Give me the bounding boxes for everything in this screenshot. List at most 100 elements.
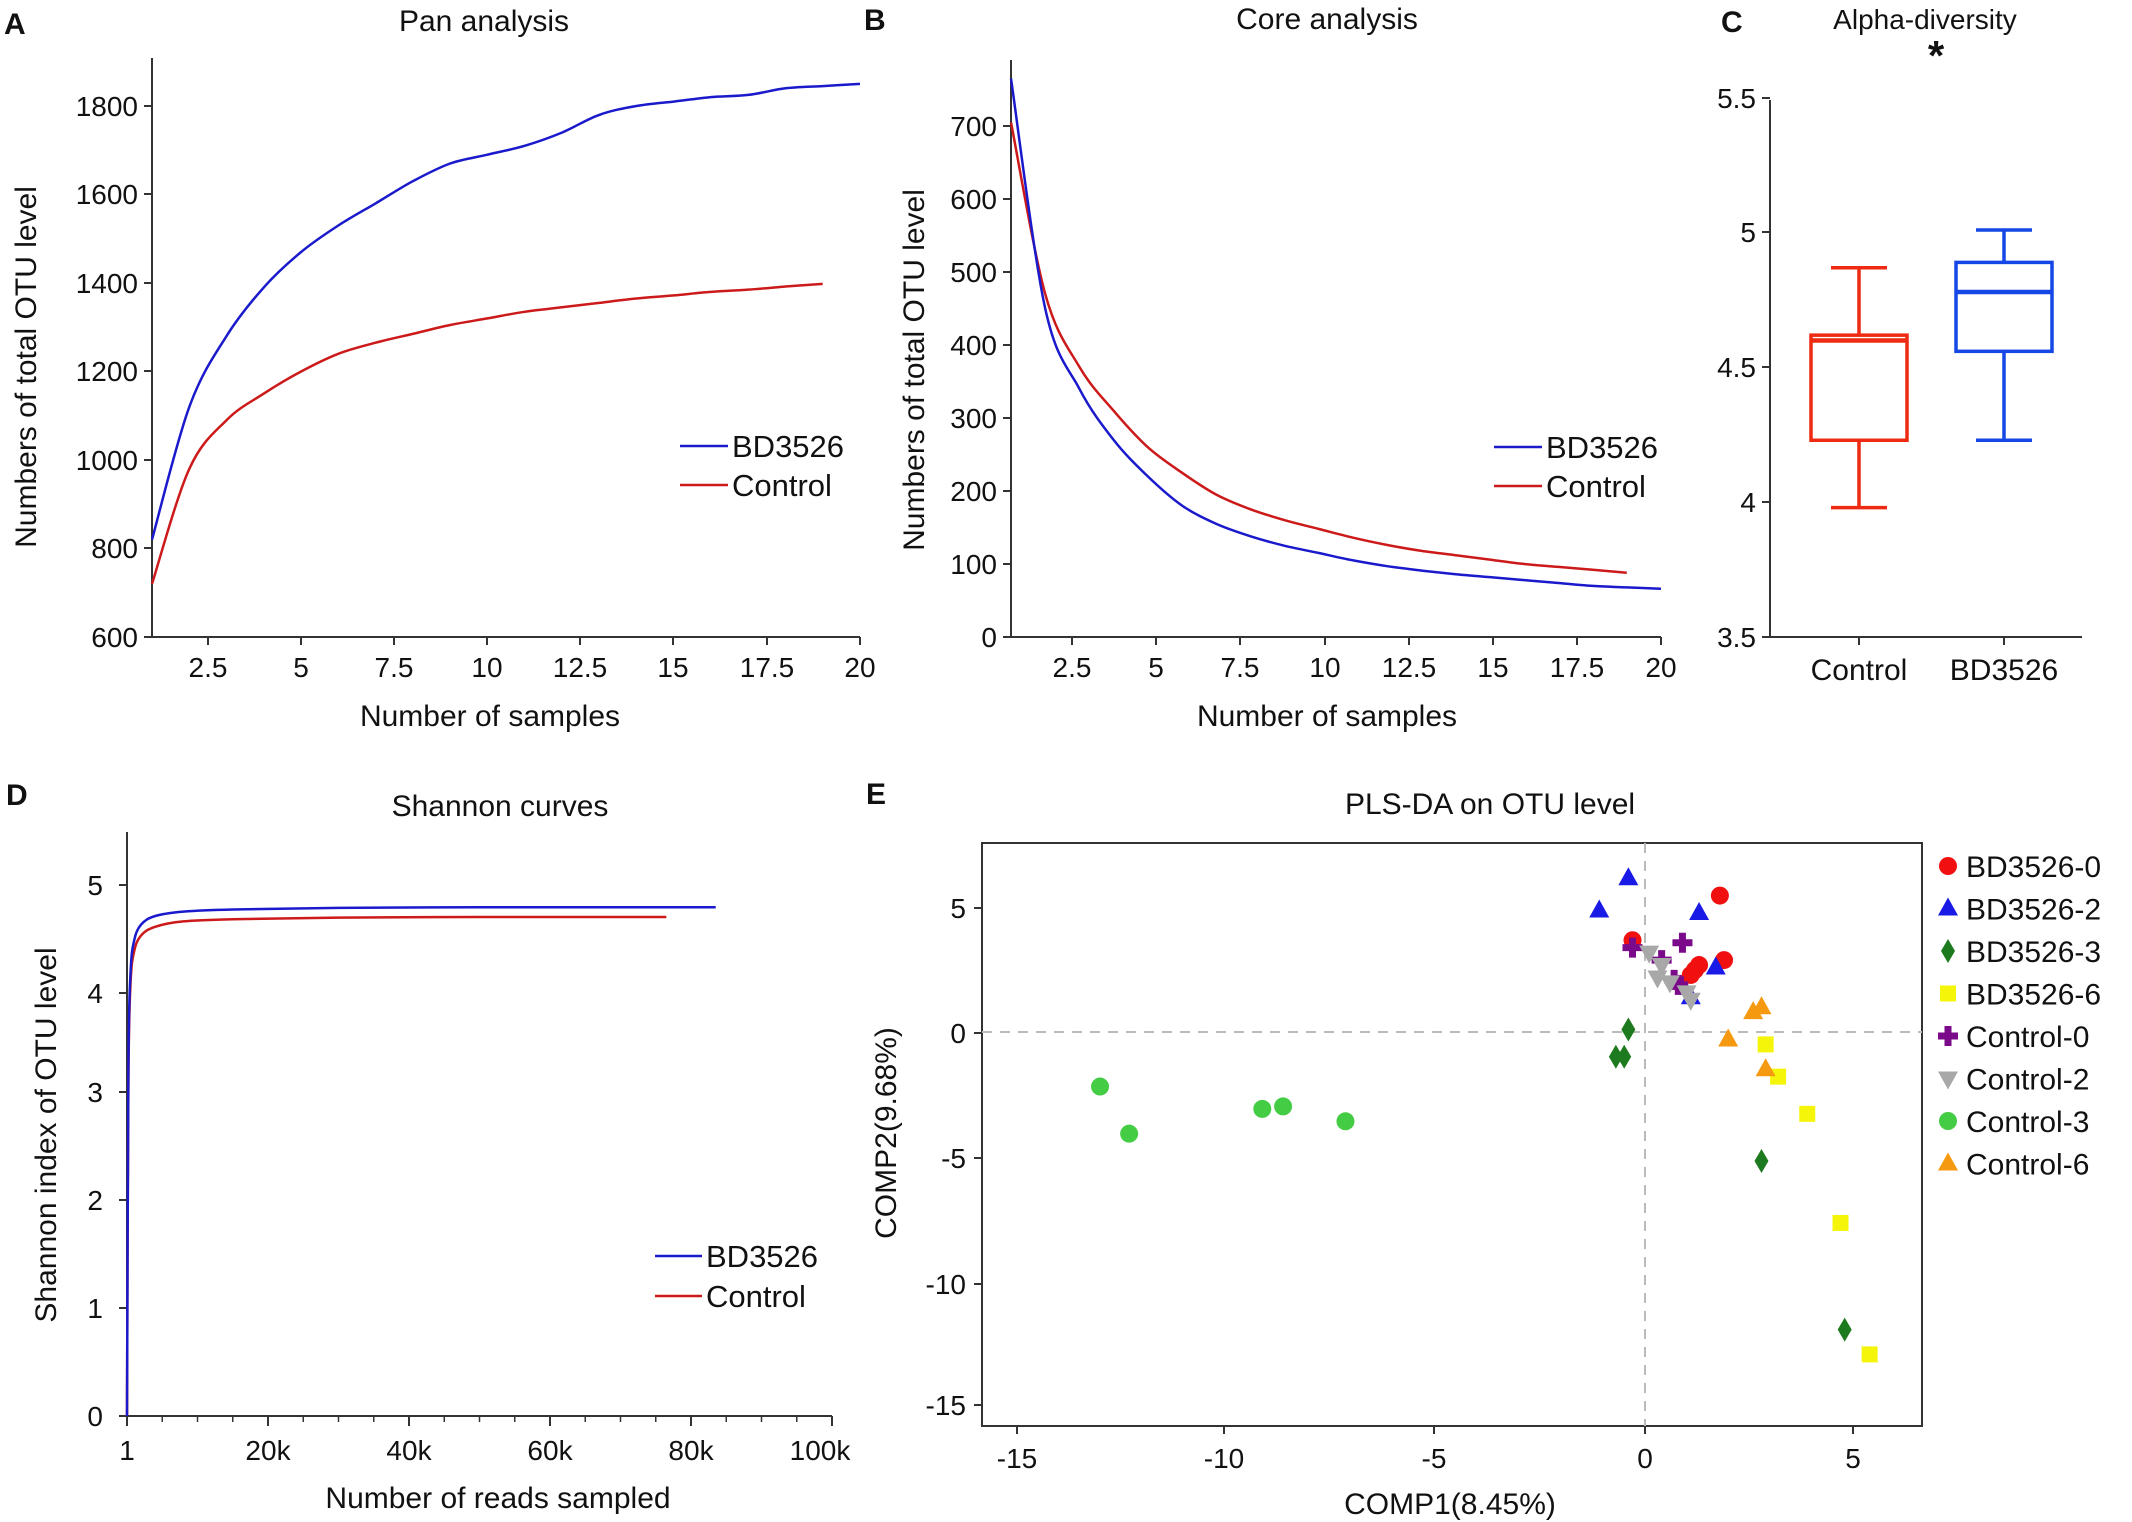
panel-d-ytick: 4 [87,978,127,1009]
panel-b-legend: BD3526 Control [1494,430,1658,504]
panel-a-ytick: 800 [91,533,152,564]
panel-c-y-ticks: 3.5 4 4.5 5 5.5 [1717,83,1770,653]
scatter-point-bd3526-3 [1621,1017,1636,1042]
panel-a-legend: BD3526 Control [680,429,844,503]
panel-b-xtick: 12.5 [1382,637,1437,683]
panel-d-ytick: 2 [87,1185,127,1216]
panel-d-xtick: 1 [119,1416,135,1466]
panel-e-ytick: 5 [950,893,982,924]
panel-a-xtick: 2.5 [189,637,227,683]
scatter-point-bd3526-6 [1770,1068,1787,1085]
svg-text:1400: 1400 [76,268,138,299]
panel-e: E PLS-DA on OTU level -15 -10 -5 0 5 -15… [866,778,2101,1521]
scatter-point-bd3526-3 [1617,1044,1632,1069]
svg-text:100: 100 [950,549,997,580]
panel-e-ytick: -5 [941,1143,982,1174]
svg-text:5: 5 [950,893,966,924]
panel-c-ytick: 4 [1740,487,1770,518]
svg-text:1000: 1000 [76,445,138,476]
panel-e-y-ticks: -15 -10 -5 0 5 [926,893,982,1421]
panel-d-series [125,906,716,1417]
legend-swatch-control-0 [1938,1026,1958,1046]
panel-a-ytick: 1200 [76,356,152,387]
scatter-point-control-6 [1755,1058,1776,1077]
panel-label-b: B [864,4,886,37]
panel-d-y-label: Shannon index of OTU level [30,947,63,1322]
panel-a-xtick: 17.5 [740,637,795,683]
panel-d-x-label: Number of reads sampled [325,1482,670,1515]
legend-label-control-2: Control-2 [1966,1064,2089,1097]
panel-c-significance-marker: * [1928,32,1945,79]
svg-text:60k: 60k [527,1435,573,1466]
scatter-point-bd3526-2 [1689,901,1710,920]
scatter-point-control-3 [1274,1097,1293,1116]
svg-text:3.5: 3.5 [1717,622,1756,653]
svg-text:5: 5 [1148,652,1164,683]
series-line-control [150,282,823,585]
scatter-point-control-2 [1639,945,1660,964]
legend-swatch-bd3526-0 [1939,857,1957,875]
svg-text:1800: 1800 [76,91,138,122]
panel-e-x-label: COMP1(8.45%) [1344,1488,1556,1521]
svg-text:20k: 20k [245,1435,291,1466]
scatter-point-control-0 [1622,937,1643,958]
scatter-group-control-6 [1718,996,1776,1077]
panel-a-xtick: 10 [471,637,503,683]
panel-e-ytick: 0 [950,1018,982,1049]
svg-text:1: 1 [119,1435,135,1466]
scatter-point-control-2 [1680,992,1701,1011]
legend-item-control-0: Control-0 [1938,1021,2089,1054]
panel-d-xtick: 20k [245,1416,292,1466]
svg-text:12.5: 12.5 [1382,652,1437,683]
svg-text:5.5: 5.5 [1717,83,1756,114]
svg-text:17.5: 17.5 [740,652,795,683]
panel-d-legend-label-control: Control [706,1279,806,1314]
panel-e-plot-frame [981,842,1923,1427]
legend-label-control-6: Control-6 [1966,1149,2089,1182]
panel-a-ytick: 1400 [76,268,152,299]
panel-d-legend: BD3526 Control [655,1239,818,1314]
legend-item-bd3526-2: BD3526-2 [1938,894,2101,927]
svg-text:15: 15 [1477,652,1508,683]
scatter-group-bd3526-6 [1757,1036,1878,1363]
scatter-point-bd3526-6 [1861,1346,1878,1363]
panel-b-xtick: 17.5 [1550,637,1604,683]
legend-label-bd3526-6: BD3526-6 [1966,979,2101,1012]
svg-text:0: 0 [1637,1443,1653,1474]
panel-b-legend-label-bd3526: BD3526 [1546,430,1658,465]
svg-text:Control: Control [1811,654,1908,687]
svg-text:800: 800 [91,533,138,564]
legend-swatch-bd3526-6 [1940,985,1956,1002]
svg-text:500: 500 [950,257,997,288]
panel-b-xtick: 7.5 [1221,637,1259,683]
scatter-point-bd3526-6 [1832,1214,1849,1231]
panel-b-ytick: 300 [950,403,1011,434]
panel-b: B Core analysis 0 100 200 300 400 500 60… [864,3,1677,733]
scatter-point-control-2 [1659,975,1680,994]
svg-text:12.5: 12.5 [553,652,608,683]
series-line-control [1009,122,1627,575]
legend-swatch-bd3526-3 [1941,939,1955,963]
box-bd3526 [1954,228,2054,443]
panel-label-a: A [4,8,26,41]
svg-text:0: 0 [981,622,997,653]
scatter-point-control-0 [1672,932,1693,953]
scatter-point-bd3526-6 [1757,1036,1774,1053]
legend-swatch-control-2 [1938,1071,1958,1090]
svg-text:2: 2 [87,1185,103,1216]
svg-text:100k: 100k [790,1435,852,1466]
svg-text:4: 4 [1740,487,1756,518]
panel-b-x-ticks: 2.5 5 7.5 10 12.5 15 17.5 20 [1053,637,1677,683]
panel-a-x-label: Number of samples [360,700,620,733]
svg-text:3: 3 [87,1077,103,1108]
panel-label-d: D [6,779,28,812]
scatter-group-control-3 [1091,1077,1355,1143]
panel-a-xtick: 12.5 [553,637,608,683]
panel-a-series [150,82,861,585]
series-line-bd3526 [1009,78,1662,591]
panel-d-xtick: 80k [668,1416,715,1466]
panel-a-title: Pan analysis [399,5,569,38]
svg-text:-10: -10 [926,1269,966,1300]
